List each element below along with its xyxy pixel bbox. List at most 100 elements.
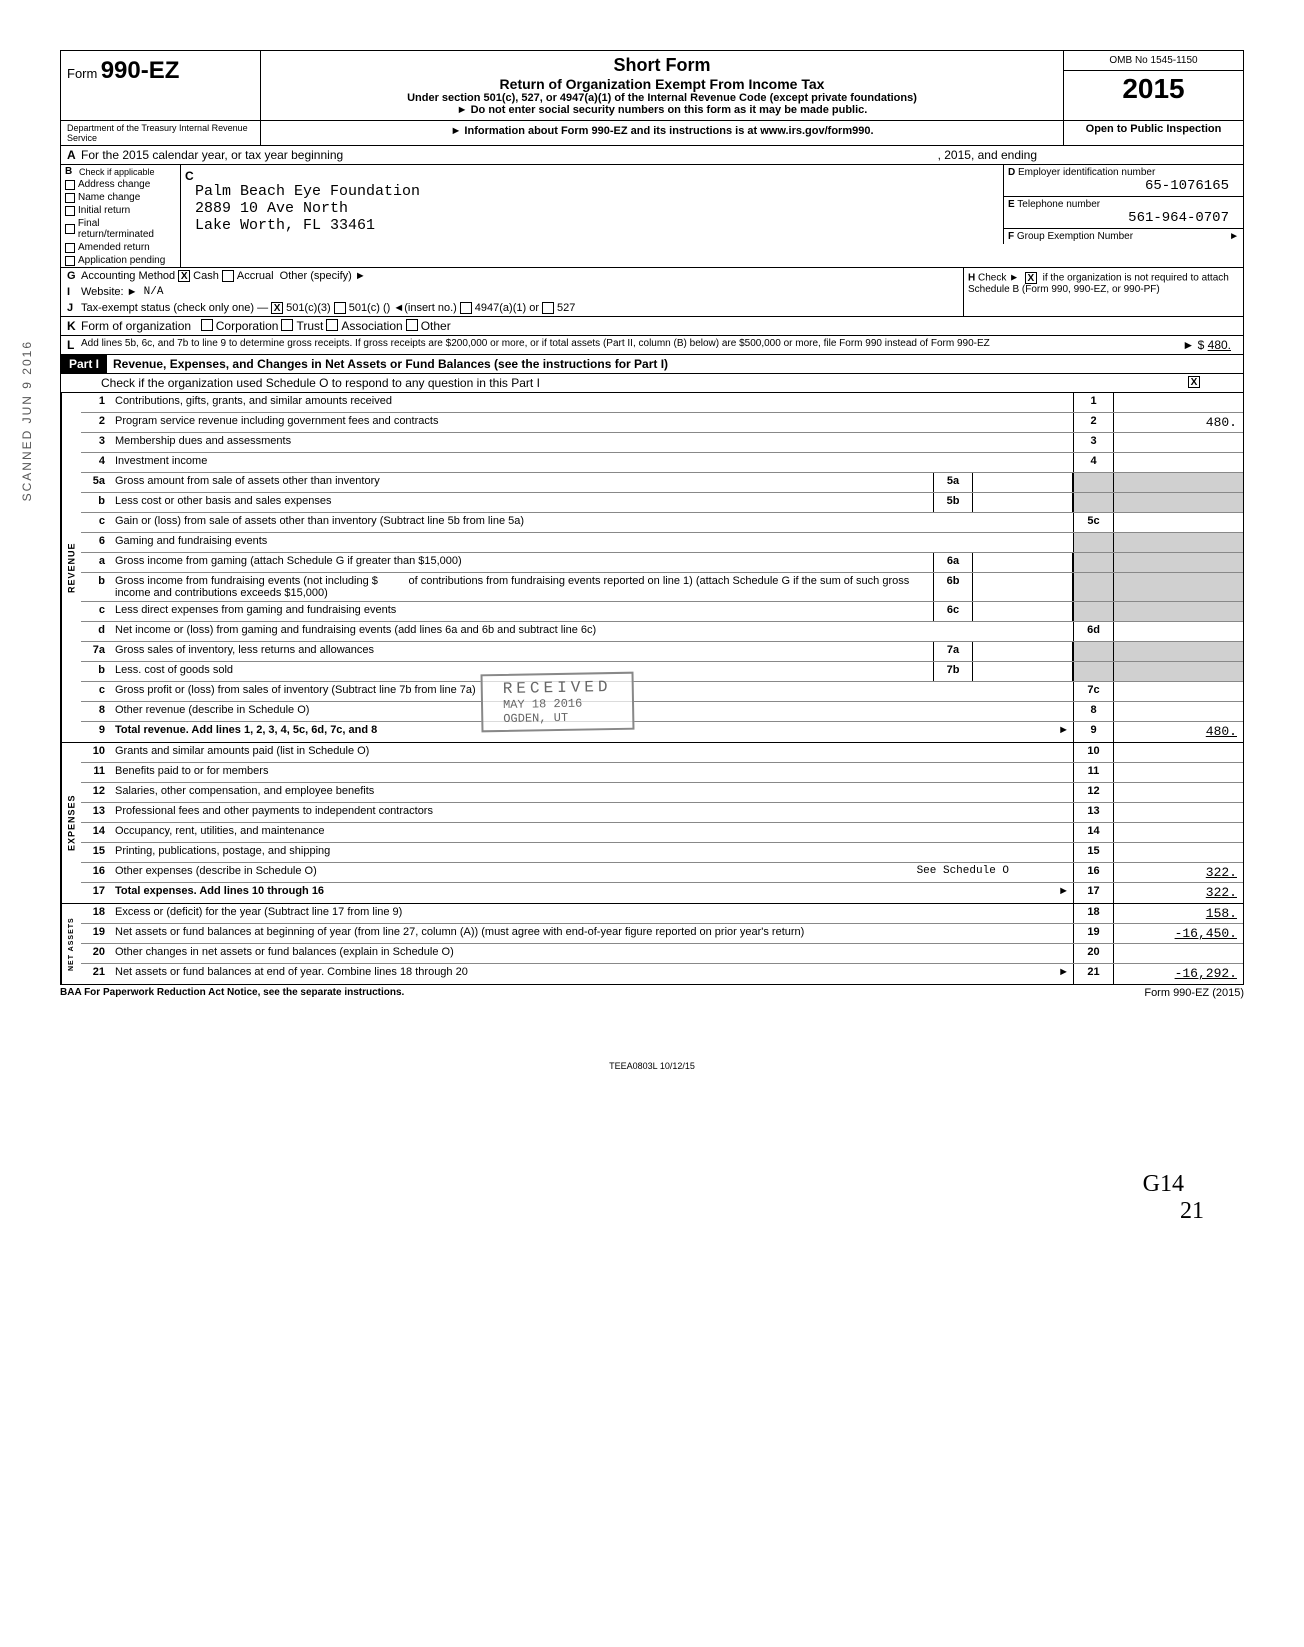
line7b-mini: 7b [933,662,973,681]
check-assoc[interactable] [326,319,338,331]
line17-desc: Total expenses. Add lines 10 through 16► [111,883,1073,903]
check-501c3[interactable]: X [271,302,283,314]
form-label: Form [67,66,97,81]
l-amount: 480. [1208,338,1231,352]
line18-ln: 18 [1073,904,1113,923]
check-address[interactable] [65,180,75,190]
line15-desc: Printing, publications, postage, and shi… [111,843,1073,862]
line6c-num: c [81,602,111,621]
letter-a: A [67,148,81,162]
check-527[interactable] [542,302,554,314]
line6c-desc: Less direct expenses from gaming and fun… [111,602,933,621]
line6c-minival [973,602,1073,621]
line6-desc: Gaming and fundraising events [111,533,1073,552]
line5b-shade2 [1113,493,1243,512]
line6a-shade [1073,553,1113,572]
cash-label: Cash [193,270,219,282]
sched-o-text: Check if the organization used Schedule … [101,376,1185,390]
line6-num: 6 [81,533,111,552]
received-stamp: RECEIVED MAY 18 2016 OGDEN, UT [481,672,635,733]
line4-num: 4 [81,453,111,472]
scan-stamp: SCANNED JUN 9 2016 [20,340,34,501]
check-other-org[interactable] [406,319,418,331]
line16-desc: Other expenses (describe in Schedule O)S… [111,863,1073,882]
line5c-amt [1113,513,1243,532]
line11-ln: 11 [1073,763,1113,782]
line10-num: 10 [81,743,111,762]
check-namechange[interactable] [65,193,75,203]
part1-label: Part I [61,355,107,373]
501c3-label: 501(c)(3) [286,302,331,314]
line5b-minival [973,493,1073,512]
line5a-minival [973,473,1073,492]
assets-section: NET ASSETS 18Excess or (deficit) for the… [60,904,1244,985]
org-address1: 2889 10 Ave North [195,200,999,217]
footer: BAA For Paperwork Reduction Act Notice, … [60,985,1244,1001]
line10-desc: Grants and similar amounts paid (list in… [111,743,1073,762]
check-sched-o[interactable]: X [1188,376,1200,388]
527-label: 527 [557,302,575,314]
check-pending-label: Application pending [78,255,165,266]
line5b-shade [1073,493,1113,512]
line5b-num: b [81,493,111,512]
line12-num: 12 [81,783,111,802]
assoc-label: Association [341,319,402,333]
letter-f: F [1008,231,1014,242]
check-501c[interactable] [334,302,346,314]
title-box: Short Form Return of Organization Exempt… [261,51,1063,120]
org-address2: Lake Worth, FL 33461 [195,217,999,234]
line11-desc: Benefits paid to or for members [111,763,1073,782]
g14-mark: G14 [1143,1171,1184,1198]
line6b-desc: Gross income from fundraising events (no… [111,573,933,601]
line5c-num: c [81,513,111,532]
schedule-o-row: Check if the organization used Schedule … [60,374,1244,393]
line4-ln: 4 [1073,453,1113,472]
letter-b: B [65,166,79,177]
line13-ln: 13 [1073,803,1113,822]
title-main: Short Form [265,55,1059,76]
line7b-minival [973,662,1073,681]
b-label: Check if applicable [79,167,155,177]
letter-h: H [968,273,975,284]
check-4947[interactable] [460,302,472,314]
omb-box: OMB No 1545-1150 2015 [1063,51,1243,120]
stamp-received: RECEIVED [503,678,612,698]
line17-ln: 17 [1073,883,1113,903]
row-k: K Form of organization Corporation Trust… [60,317,1244,336]
f-arrow: ► [1229,231,1239,242]
tax-year: 2015 [1064,71,1243,107]
line8-amt [1113,702,1243,721]
row-a: A For the 2015 calendar year, or tax yea… [60,146,1244,165]
other-org-label: Other [421,319,451,333]
line7c-ln: 7c [1073,682,1113,701]
check-trust[interactable] [281,319,293,331]
check-pending[interactable] [65,256,75,266]
line3-ln: 3 [1073,433,1113,452]
check-corp[interactable] [201,319,213,331]
line9-num: 9 [81,722,111,742]
line6-shade [1073,533,1113,552]
check-accrual[interactable] [222,270,234,282]
line20-num: 20 [81,944,111,963]
line5b-desc: Less cost or other basis and sales expen… [111,493,933,512]
line13-amt [1113,803,1243,822]
line11-amt [1113,763,1243,782]
line18-num: 18 [81,904,111,923]
revenue-side-label: REVENUE [61,393,81,742]
check-initial[interactable] [65,206,75,216]
check-cash[interactable]: X [178,270,190,282]
form-number-box: Form 990-EZ [61,51,261,120]
check-amended[interactable] [65,243,75,253]
d-label: Employer identification number [1018,167,1155,178]
line9-amt: 480. [1113,722,1243,742]
check-final[interactable] [65,224,75,234]
k-label: Form of organization [81,319,191,333]
check-h[interactable]: X [1025,272,1037,284]
dept-row: Department of the Treasury Internal Reve… [60,120,1244,146]
line19-amt: -16,450. [1113,924,1243,943]
line15-num: 15 [81,843,111,862]
omb-number: OMB No 1545-1150 [1064,51,1243,71]
letter-e: E [1008,199,1015,210]
assets-side-label: NET ASSETS [61,904,81,984]
footer-left: BAA For Paperwork Reduction Act Notice, … [60,987,404,999]
